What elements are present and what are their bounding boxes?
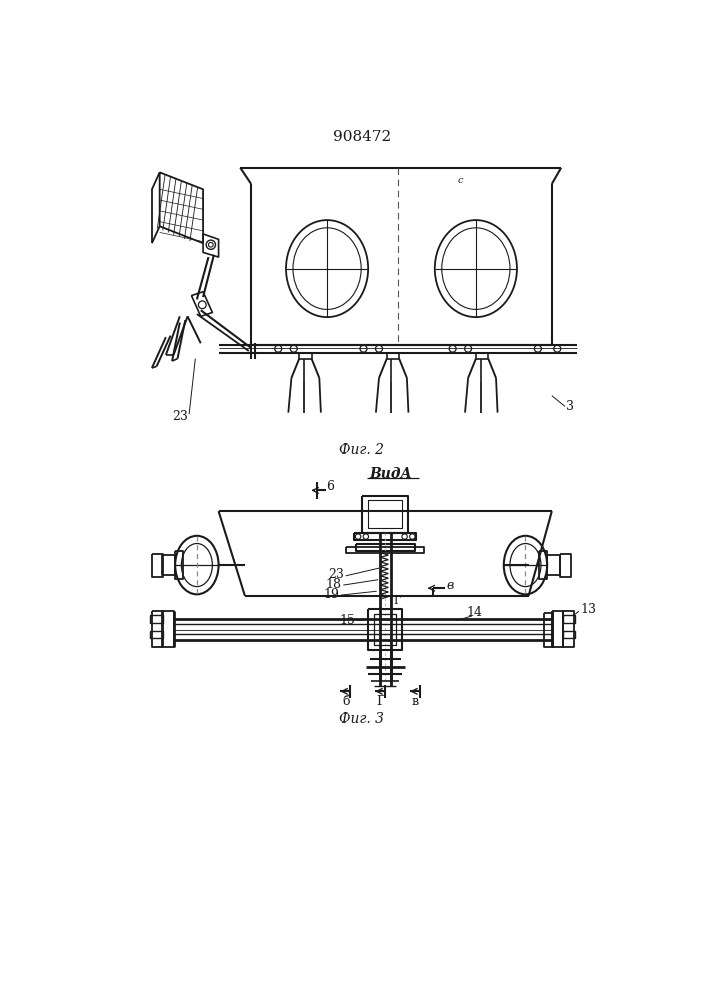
Text: Фиг. 2: Фиг. 2 [339,443,385,457]
Circle shape [199,301,206,309]
Circle shape [554,345,561,352]
Text: Фиг. 3: Фиг. 3 [339,712,385,726]
Circle shape [363,534,368,539]
Circle shape [209,242,213,247]
Text: c: c [457,176,463,185]
Text: 6: 6 [327,480,334,493]
Circle shape [275,345,281,352]
Circle shape [409,534,415,539]
Circle shape [449,345,456,352]
Text: 14: 14 [467,606,482,619]
Text: 15: 15 [340,614,356,627]
Text: в: в [412,695,419,708]
Text: 908472: 908472 [333,130,391,144]
Circle shape [360,345,367,352]
Text: 18: 18 [326,578,341,591]
Circle shape [464,345,472,352]
Text: 23: 23 [172,410,188,423]
Circle shape [375,345,382,352]
Text: Г: Г [376,695,385,708]
Text: 23: 23 [328,568,344,581]
Circle shape [206,240,216,249]
Circle shape [356,534,361,539]
Text: 3: 3 [566,400,574,413]
Circle shape [534,345,542,352]
Text: 19: 19 [324,588,339,601]
Circle shape [291,345,297,352]
Text: б: б [342,695,349,708]
Circle shape [402,534,407,539]
Text: в: в [446,579,454,592]
Text: Г: Г [393,596,400,606]
Text: ВидА: ВидА [369,467,412,481]
Text: 13: 13 [580,603,597,616]
